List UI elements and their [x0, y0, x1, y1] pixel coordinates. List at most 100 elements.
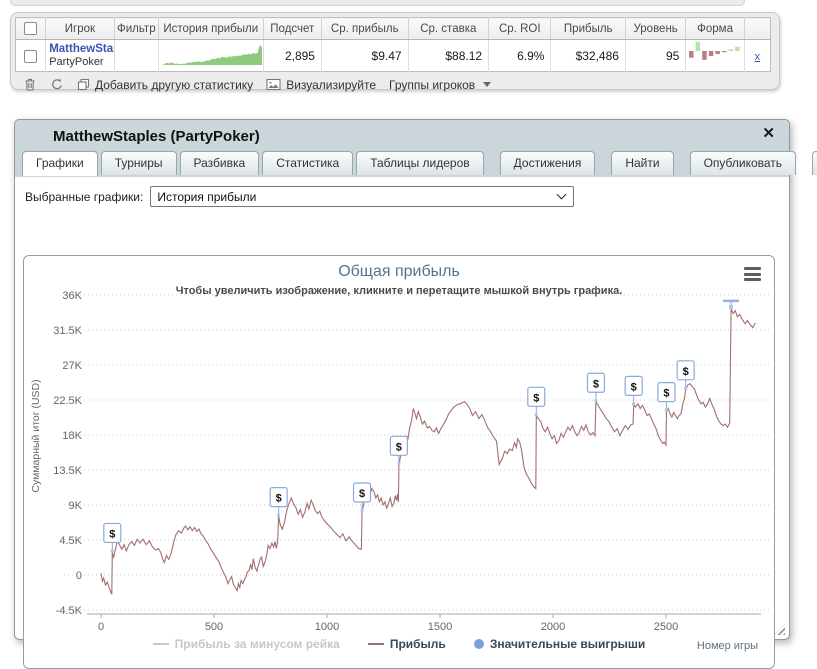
- chart-container[interactable]: 36K 31.5K 27K 22.5K 18K 13.5K 9K 4.5K 0 -4.5K Сумм…: [23, 255, 775, 669]
- profit-chart[interactable]: 36K 31.5K 27K 22.5K 18K 13.5K 9K 4.5K 0 -4.5K Сумм…: [24, 256, 774, 636]
- panel-close-button[interactable]: ✕: [762, 125, 775, 142]
- col-header-filter[interactable]: Фильтр: [114, 17, 159, 40]
- significant-win-marker: $: [352, 482, 372, 512]
- cell-avg-stake: $88.12: [408, 39, 490, 72]
- chevron-down-icon: [556, 189, 567, 200]
- visualize-label: Визуализируйте: [286, 77, 376, 92]
- player-network: PartyPoker: [49, 56, 104, 69]
- visualize-button[interactable]: Визуализируйте: [266, 78, 376, 92]
- panel-body: Выбранные графики: История прибыли 36K 31…: [15, 177, 789, 669]
- player-panel: MatthewStaples (PartyPoker) ✕ Графики Ту…: [14, 119, 817, 669]
- chart-type-selected-value: История прибыли: [157, 189, 257, 204]
- add-statistic-label: Добавить другую статистику: [95, 77, 254, 92]
- svg-text:$: $: [359, 488, 365, 500]
- col-header-count[interactable]: Подсчет: [263, 17, 322, 40]
- cell-profit: $32,486: [550, 39, 626, 72]
- svg-text:500: 500: [205, 621, 223, 633]
- svg-text:0: 0: [98, 621, 104, 633]
- cell-avg-profit: $9.47: [321, 39, 409, 72]
- svg-text:22.5K: 22.5K: [53, 395, 82, 407]
- significant-win-marker: $: [657, 382, 676, 412]
- svg-text:$: $: [663, 388, 669, 400]
- row-checkbox[interactable]: [24, 49, 38, 63]
- x-axis-title: Номер игры: [696, 640, 758, 652]
- svg-text:Суммарный итог (USD): Суммарный итог (USD): [30, 379, 42, 492]
- tab-leaderboards[interactable]: Таблицы лидеров: [356, 151, 484, 175]
- significant-win-marker: $: [269, 487, 288, 517]
- svg-text:9K: 9K: [69, 500, 83, 512]
- svg-text:13.5K: 13.5K: [53, 465, 82, 477]
- svg-text:$: $: [276, 493, 282, 505]
- tab-analytics[interactable]: Аналитика: [812, 151, 817, 175]
- col-header-level[interactable]: Уровень: [625, 17, 687, 40]
- svg-text:$: $: [593, 378, 599, 390]
- svg-text:0: 0: [76, 570, 82, 582]
- tab-publish[interactable]: Опубликовать: [689, 151, 797, 175]
- svg-text:$: $: [683, 366, 689, 378]
- chart-title: Общая прибыль: [338, 263, 460, 280]
- legend-dash-icon: [367, 643, 384, 645]
- col-header-avg-profit[interactable]: Ср. прибыль: [321, 17, 409, 40]
- player-groups-button[interactable]: Группы игроков: [389, 78, 492, 92]
- svg-text:1000: 1000: [315, 621, 339, 633]
- profit-history-sparkline[interactable]: [159, 40, 262, 68]
- cell-filter: [114, 39, 159, 72]
- cell-level: 95: [625, 39, 687, 72]
- col-header-profit-history[interactable]: История прибыли: [158, 17, 264, 40]
- svg-text:$: $: [396, 441, 402, 453]
- svg-text:18K: 18K: [62, 430, 82, 442]
- svg-text:27K: 27K: [62, 360, 82, 372]
- refresh-icon: [50, 77, 64, 92]
- tab-breakdown[interactable]: Разбивка: [179, 151, 260, 175]
- delete-button[interactable]: [23, 77, 37, 92]
- add-statistic-button[interactable]: Добавить другую статистику: [77, 78, 253, 92]
- chevron-down-icon: [483, 82, 492, 87]
- profit-line: [100, 308, 756, 595]
- col-header-close: [744, 17, 771, 40]
- significant-win-marker: $: [103, 522, 122, 553]
- players-table: Игрок Фильтр История прибыли Подсчет Ср.…: [15, 17, 771, 72]
- significant-win-marker: $: [586, 372, 606, 403]
- chart-subtitle: Чтобы увеличить изображение, кликните и …: [175, 285, 623, 297]
- tab-find[interactable]: Найти: [611, 151, 674, 175]
- col-header-profit[interactable]: Прибыль: [550, 17, 626, 40]
- svg-text:$: $: [533, 392, 539, 404]
- col-header-avg-roi[interactable]: Ср. ROI: [488, 17, 552, 40]
- svg-text:31.5K: 31.5K: [53, 325, 82, 337]
- form-mini-chart: [689, 41, 740, 60]
- svg-text:$: $: [109, 528, 115, 540]
- image-icon: [266, 78, 281, 91]
- stats-card: Игрок Фильтр История прибыли Подсчет Ср.…: [10, 12, 780, 92]
- player-name-link[interactable]: MatthewStaples: [49, 43, 114, 56]
- significant-win-marker: $: [389, 435, 408, 466]
- col-header-avg-stake[interactable]: Ср. ставка: [408, 17, 490, 40]
- legend-item[interactable]: Значительные выигрыши: [473, 637, 645, 651]
- col-header-form[interactable]: Форма: [685, 17, 745, 40]
- tab-statistics[interactable]: Статистика: [262, 151, 354, 175]
- legend-label: Прибыль за минусом рейка: [174, 637, 340, 651]
- cell-count: 2,895: [263, 39, 322, 72]
- chart-legend: Прибыль за минусом рейка Прибыль Значитель…: [24, 637, 774, 651]
- legend-item[interactable]: Прибыль: [367, 637, 446, 651]
- select-all-checkbox[interactable]: [24, 22, 38, 35]
- peak-win-marker: [723, 299, 740, 309]
- svg-text:-4.5K: -4.5K: [56, 605, 83, 617]
- resize-handle[interactable]: [774, 624, 785, 635]
- chart-menu-icon[interactable]: [744, 267, 761, 284]
- tab-tournaments[interactable]: Турниры: [100, 151, 177, 175]
- significant-win-marker: $: [527, 386, 546, 417]
- chart-type-select[interactable]: История прибыли: [150, 186, 575, 207]
- svg-text:1500: 1500: [428, 621, 452, 633]
- tab-charts[interactable]: Графики: [22, 151, 98, 176]
- legend-item[interactable]: Прибыль за минусом рейка: [152, 637, 340, 651]
- remove-row-link[interactable]: x: [754, 50, 761, 63]
- svg-text:36K: 36K: [62, 290, 82, 302]
- legend-dot-icon: [473, 639, 484, 649]
- refresh-button[interactable]: [50, 77, 64, 92]
- tabs-row: Графики Турниры Разбивка Статистика Табл…: [15, 145, 817, 176]
- tab-achievements[interactable]: Достижения: [499, 151, 596, 175]
- cell-avg-roi: 6.9%: [488, 39, 552, 72]
- trash-icon: [23, 77, 37, 92]
- svg-text:4.5K: 4.5K: [59, 535, 82, 547]
- col-header-player[interactable]: Игрок: [45, 17, 115, 40]
